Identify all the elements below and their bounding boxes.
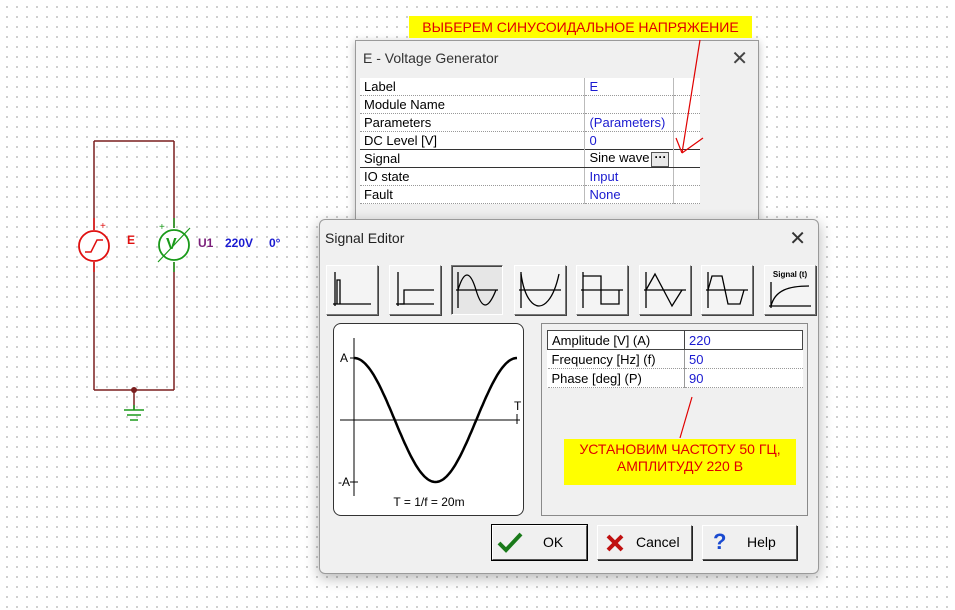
property-value[interactable] — [584, 95, 675, 114]
property-key: Label — [360, 78, 586, 96]
property-value[interactable]: Input — [584, 167, 675, 186]
property-key: Module Name — [360, 95, 586, 114]
close-icon[interactable]: ✕ — [789, 228, 806, 250]
triangle-wave-icon — [644, 272, 686, 308]
signal-parameters-table: Amplitude [V] (A) 220 Frequency [Hz] (f) 5… — [547, 330, 803, 388]
property-key: Fault — [360, 185, 586, 204]
trapezoid-wave-icon — [706, 272, 748, 308]
circuit-wires — [93, 140, 175, 410]
property-value[interactable]: 0 — [584, 131, 675, 150]
ok-label: OK — [543, 534, 564, 550]
table-row[interactable]: Module Name — [360, 95, 700, 114]
property-value[interactable]: None — [584, 185, 675, 204]
rectified-wave-icon — [519, 272, 561, 308]
step-signal-button[interactable] — [389, 265, 441, 315]
property-value[interactable]: (Parameters) — [584, 113, 675, 132]
table-row[interactable]: Parameters (Parameters) — [360, 113, 700, 132]
cancel-label: Cancel — [636, 534, 680, 550]
table-row[interactable]: DC Level [V] 0 — [360, 131, 700, 150]
rectified-signal-button[interactable] — [514, 265, 566, 315]
signal-value-cell[interactable]: Sine wave ··· — [584, 149, 675, 168]
cancel-button[interactable]: Cancel — [597, 525, 692, 560]
signal-value: Sine wave — [589, 150, 650, 166]
svg-text:+: + — [159, 222, 165, 233]
sine-preview-plot: A -A T T = 1/f = 20m — [338, 338, 522, 509]
ground-icon — [124, 405, 144, 421]
ok-button[interactable]: OK — [491, 524, 588, 561]
voltage-source-icon[interactable]: + — [78, 218, 110, 272]
annotation-line: УСТАНОВИМ ЧАСТОТУ 50 ГЦ, — [579, 441, 781, 457]
custom-signal-button[interactable]: Signal (t) — [764, 265, 816, 315]
amplitude-value[interactable]: 220 — [684, 330, 803, 350]
help-label: Help — [747, 534, 776, 550]
period-caption: T = 1/f = 20m — [393, 495, 464, 509]
sine-signal-button[interactable] — [451, 265, 503, 315]
param-row-amplitude[interactable]: Amplitude [V] (A) 220 — [547, 330, 803, 350]
frequency-value[interactable]: 50 — [684, 349, 803, 369]
triangle-signal-button[interactable] — [639, 265, 691, 315]
param-key: Frequency [Hz] (f) — [547, 349, 685, 369]
property-key: DC Level [V] — [360, 131, 586, 150]
help-button[interactable]: ? Help — [702, 525, 797, 560]
pulse-icon — [333, 272, 371, 306]
meter-label: U1 — [198, 236, 214, 250]
question-icon: ? — [713, 529, 727, 554]
checkmark-icon — [497, 532, 523, 553]
ellipsis-button[interactable]: ··· — [651, 151, 670, 167]
voltmeter-symbol: V — [166, 236, 177, 253]
pulse-signal-button[interactable] — [326, 265, 378, 315]
svg-text:+: + — [100, 221, 106, 232]
square-wave-icon — [581, 272, 623, 308]
trapezoid-signal-button[interactable] — [701, 265, 753, 315]
label-t: T — [514, 399, 522, 413]
square-signal-button[interactable] — [576, 265, 628, 315]
property-key: Parameters — [360, 113, 586, 132]
step-icon — [396, 272, 434, 306]
annotation-line: АМПЛИТУДУ 220 В — [616, 458, 744, 474]
property-key: IO state — [360, 167, 586, 186]
circuit-schematic: + + — [78, 140, 191, 421]
phase-value[interactable]: 90 — [684, 368, 803, 388]
label-neg-a: -A — [338, 475, 350, 489]
voltage-generator-window: E - Voltage Generator ✕ Label E Module Na… — [355, 40, 759, 232]
top-annotation: ВЫБЕРЕМ СИНУСОИДАЛЬНОЕ НАПРЯЖЕНИЕ — [409, 16, 752, 38]
table-row[interactable]: IO state Input — [360, 167, 700, 186]
table-row[interactable]: Fault None — [360, 185, 700, 204]
custom-signal-label: Signal (t) — [773, 270, 808, 279]
junction-dot — [131, 387, 137, 393]
sine-wave-icon — [456, 272, 498, 308]
window-title: E - Voltage Generator — [363, 50, 499, 66]
param-key: Phase [deg] (P) — [547, 368, 685, 388]
signal-editor-window: Signal Editor ✕ Signal (t) — [319, 219, 819, 574]
sine-curve — [353, 356, 518, 484]
parameters-panel: Amplitude [V] (A) 220 Frequency [Hz] (f) 5… — [541, 323, 808, 516]
meter-value: 220V — [225, 236, 254, 250]
waveform-preview: A -A T T = 1/f = 20m — [333, 323, 524, 516]
custom-signal-icon: Signal (t) — [769, 270, 811, 308]
bottom-annotation: УСТАНОВИМ ЧАСТОТУ 50 ГЦ, АМПЛИТУДУ 220 В — [564, 439, 796, 485]
table-row-signal[interactable]: Signal Sine wave ··· — [360, 149, 700, 168]
window-title: Signal Editor — [325, 230, 405, 246]
property-value[interactable]: E — [584, 78, 675, 96]
property-key: Signal — [360, 149, 586, 168]
table-row[interactable]: Label E — [360, 78, 700, 96]
voltmeter-icon[interactable]: + — [157, 218, 191, 272]
meter-phase: 0° — [269, 236, 281, 250]
param-row-phase[interactable]: Phase [deg] (P) 90 — [547, 368, 803, 388]
label-a: A — [340, 351, 348, 365]
param-row-frequency[interactable]: Frequency [Hz] (f) 50 — [547, 349, 803, 369]
close-icon[interactable]: ✕ — [731, 48, 748, 70]
properties-table: Label E Module Name Parameters (Parameters… — [360, 78, 700, 204]
source-label: E — [127, 233, 136, 247]
cross-icon — [606, 534, 624, 552]
param-key: Amplitude [V] (A) — [547, 330, 685, 350]
